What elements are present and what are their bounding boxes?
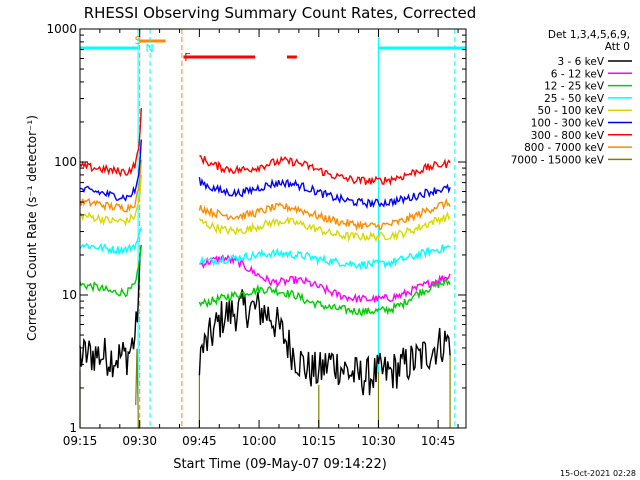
series-line-0-0	[79, 244, 142, 378]
series-line-4-1	[198, 211, 451, 243]
legend-label: 100 - 300 keV	[531, 118, 605, 130]
legend-header-line: Att 0	[605, 41, 630, 53]
plot-axes: 1 10 100 1000 09:15 09:30 09:45 10:00 10:15 10:30…	[46, 22, 467, 448]
y-tick-label: 1000	[46, 22, 77, 36]
series-line-6-1	[199, 155, 451, 187]
series-line-3-0	[79, 227, 142, 256]
series-layer	[79, 107, 451, 429]
series-line-1-0	[199, 254, 451, 303]
series-line-6-0	[79, 107, 142, 178]
series-4	[79, 174, 451, 243]
series-line-0-1	[198, 289, 451, 396]
observing-state-bars: SN F	[80, 29, 466, 428]
x-tick-label: 09:30	[122, 434, 157, 448]
x-tick-label: 10:30	[361, 434, 396, 448]
series-7	[79, 159, 451, 232]
legend-label: 50 - 100 keV	[537, 105, 604, 117]
series-line-3-1	[198, 244, 451, 271]
legend-label: 7000 - 15000 keV	[511, 154, 605, 166]
annotation-s: S	[135, 34, 142, 47]
annotation-n: N	[146, 42, 154, 55]
series-line-2-1	[198, 278, 451, 317]
y-axis-label: Corrected Count Rate (s⁻¹ detector⁻¹)	[25, 115, 39, 341]
legend-label: 12 - 25 keV	[544, 81, 605, 93]
x-tick-label: 10:00	[242, 434, 277, 448]
legend-label: 6 - 12 keV	[551, 68, 605, 80]
series-line-7-1	[198, 197, 451, 232]
legend-label: 800 - 7000 keV	[524, 142, 605, 154]
series-0	[79, 244, 451, 396]
series-2	[79, 244, 451, 317]
series-line-7-0	[79, 159, 142, 213]
x-axis-label: Start Time (09-May-07 09:14:22)	[173, 457, 387, 472]
legend-label: 3 - 6 keV	[557, 56, 604, 68]
series-line-8-1	[135, 348, 140, 429]
annotation-f: F	[184, 51, 190, 64]
series-5	[79, 139, 451, 210]
series-line-5-1	[198, 176, 451, 210]
chart-title: RHESSI Observing Summary Count Rates, Co…	[84, 4, 477, 22]
series-6	[79, 107, 451, 187]
y-tick-label: 1	[69, 421, 77, 435]
legend-label: 300 - 800 keV	[531, 130, 605, 142]
x-tick-label: 09:15	[63, 434, 98, 448]
series-1	[199, 254, 451, 303]
legend-header-line: Det 1,3,4,5,6,9,	[548, 29, 630, 41]
series-3	[79, 227, 451, 271]
footer-timestamp: 15-Oct-2021 02:28	[560, 469, 636, 478]
y-tick-label: 100	[54, 155, 77, 169]
x-tick-label: 09:45	[182, 434, 217, 448]
y-tick-label: 10	[62, 288, 77, 302]
legend-label: 25 - 50 keV	[544, 93, 605, 105]
plot-frame	[79, 28, 467, 429]
series-line-5-0	[79, 139, 142, 202]
x-tick-label: 10:15	[301, 434, 336, 448]
series-line-2-0	[79, 244, 142, 298]
series-line-4-0	[79, 174, 142, 227]
x-tick-label: 10:45	[421, 434, 456, 448]
